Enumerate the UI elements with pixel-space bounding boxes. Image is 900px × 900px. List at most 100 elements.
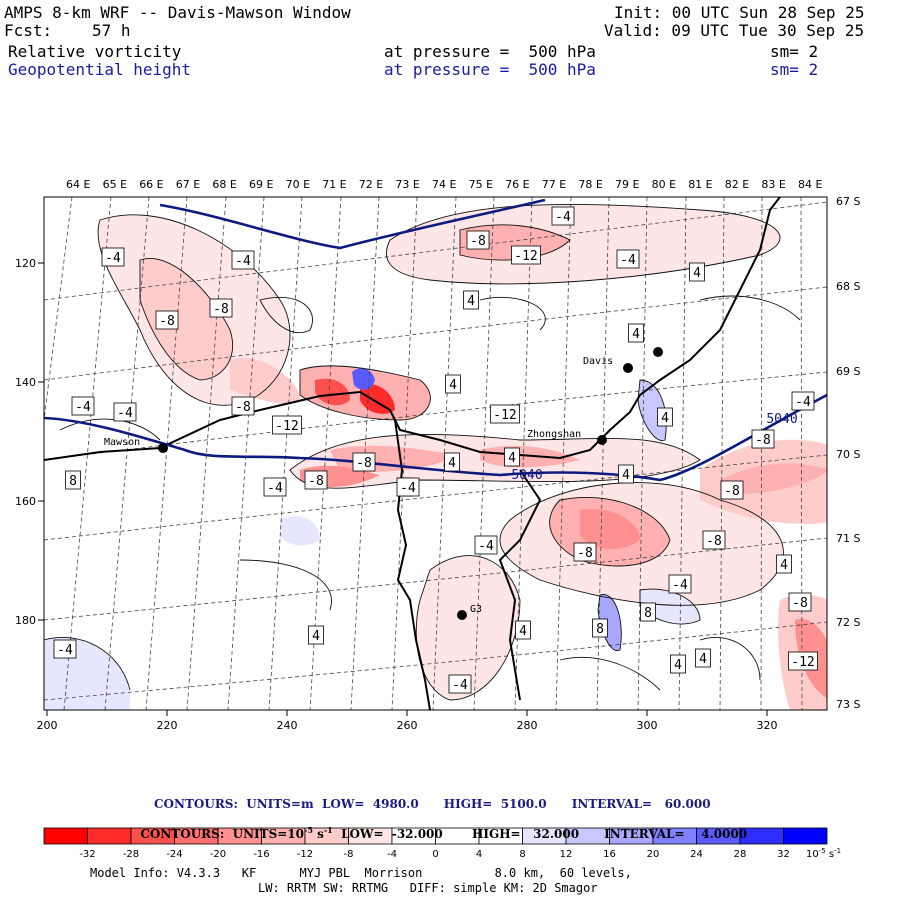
legend-vorticity-contours: CONTOURS: UNITS=10-5 s-1 LOW= -32.000 HI… [132,811,747,841]
colorbar-tick-label: 4 [476,849,482,860]
vorticity-contour-label: 4 [689,262,705,282]
colorbar-tick-label: -8 [344,849,354,860]
contour-label-text: -4 [555,210,571,225]
lat-label: 73 S [836,698,860,711]
contour-label-text: -8 [792,596,808,611]
map-title: AMPS 8-km WRF -- Davis-Mawson Window [4,3,351,22]
lon-label: 83 E [761,178,785,191]
init-time: Init: 00 UTC Sun 28 Sep 25 [614,3,865,22]
vorticity-contour-label: -12 [490,404,520,424]
legend-vort-exp: -5 [304,825,313,835]
model-info: Model Info: V4.3.3 KF MYJ PBL Morrison 8… [90,866,632,880]
lat-label: 71 S [836,532,860,545]
field2-name: Geopotential height [8,60,192,79]
physics-info: LW: RRTM SW: RRTMG DIFF: simple KM: 2D S… [258,881,598,895]
legend-vort-range: LOW= -32.000 HIGH= 32.000 INTERVAL= 4.00… [332,827,748,841]
contour-label-text: -12 [514,249,537,264]
contour-label-text: -4 [795,395,811,410]
x-tick-label: 300 [637,719,658,732]
vorticity-contour-label: 4 [463,290,479,310]
forecast-label: Fcst: [4,21,53,40]
x-tick-label: 200 [37,719,58,732]
vorticity-contour-label: -8 [155,310,179,330]
contour-label-text: -8 [235,400,251,415]
ice-shelf-edge-east [498,469,542,701]
contour-label-text: -4 [117,406,133,421]
contour-label-text: 4 [622,468,630,483]
station-east-marker [653,347,663,357]
legend-vort-s-exp: -1 [323,825,333,835]
field2-smoothing: sm= 2 [770,60,819,79]
colorbar-units: 10-5 s-1 [806,847,841,860]
contour-label-text: 4 [448,456,456,471]
colorbar-tick-label: 8 [519,849,525,860]
station-label-davis: Davis [583,356,613,367]
contour-label-text: -4 [235,254,251,269]
contour-label-text: 4 [661,411,669,426]
colorbar-cell [783,827,828,845]
contour-label-text: -8 [159,314,175,329]
lat-label: 72 S [836,616,860,629]
lon-label: 82 E [725,178,749,191]
vorticity-contour-label: -8 [352,452,376,472]
colorbar-tick-label: -12 [297,849,313,860]
contour-label-text: 8 [69,474,77,489]
colorbar-tick-label: 24 [690,849,703,860]
vorticity-contour-label: -8 [751,429,775,449]
lat-label: 68 S [836,280,860,293]
station-label-mawson: Mawson [104,437,140,448]
station-zhongshan-marker [597,435,607,445]
colorbar-tick-label: 32 [777,849,790,860]
contour-label-text: -8 [706,534,722,549]
axis-labels: 64 E 65 E 66 E 67 E 68 E 69 E 70 E 71 E 72 E 73 E… [15,178,860,732]
contour-label-text: -8 [356,456,372,471]
colorbar-tick-label: -4 [387,849,397,860]
vorticity-contour-label: -4 [551,206,575,226]
lat-label: 67 S [836,195,860,208]
vorticity-contour-label: 8 [65,470,81,490]
vorticity-contour-label: -4 [448,674,472,694]
colorbar-units-part: -1 [834,847,841,855]
vorticity-contour-label: -4 [231,250,255,270]
vorticity-contour-label: -8 [720,480,744,500]
x-tick-label: 240 [277,719,298,732]
vorticity-contour-label: 4 [695,648,711,668]
contour-label-text: -12 [493,408,516,423]
colorbar-tick-label: -24 [166,849,182,860]
vorticity-contour-label: 4 [670,654,686,674]
colorbar-units-part: -5 [819,847,826,855]
vorticity-contour-label: 8 [592,618,608,638]
valid-time: Valid: 09 UTC Tue 30 Sep 25 [604,21,865,40]
colorbar: -32 -28 -24 -20 -16 -12 -8 -4 0 4 8 12 16 20 24 28 32 10-… [43,827,841,860]
y-tick-label: 180 [15,614,36,627]
contour-label-text: -4 [57,643,73,658]
x-tick-label: 260 [397,719,418,732]
station-davis-marker [623,363,633,373]
lat-label: 70 S [836,448,860,461]
contour-label-text: 4 [449,378,457,393]
contour-label-text: -4 [75,400,91,415]
lon-label: 77 E [542,178,566,191]
x-tick-label: 280 [517,719,538,732]
lon-label: 67 E [176,178,200,191]
legend-height-contours: CONTOURS: UNITS=m LOW= 4980.0 HIGH= 5100… [154,797,711,811]
contour-label-text: -4 [478,539,494,554]
contour-label-text: -8 [213,302,229,317]
vorticity-contour-label: 8 [640,602,656,622]
vorticity-contour-label: 4 [628,323,644,343]
lon-label: 74 E [432,178,456,191]
vorticity-contour-label: 4 [657,407,673,427]
colorbar-tick-label: 12 [560,849,573,860]
y-tick-label: 160 [15,495,36,508]
vorticity-contour-label: -8 [304,470,328,490]
lon-label: 75 E [469,178,493,191]
contour-label-text: -4 [620,253,636,268]
lonlat-grid [44,197,827,710]
colorbar-tick-label: 20 [647,849,660,860]
lon-label: 65 E [103,178,127,191]
contour-label-text: 8 [644,606,652,621]
lon-label: 69 E [249,178,273,191]
vorticity-contour-label: -8 [231,396,255,416]
lon-label: 71 E [322,178,346,191]
